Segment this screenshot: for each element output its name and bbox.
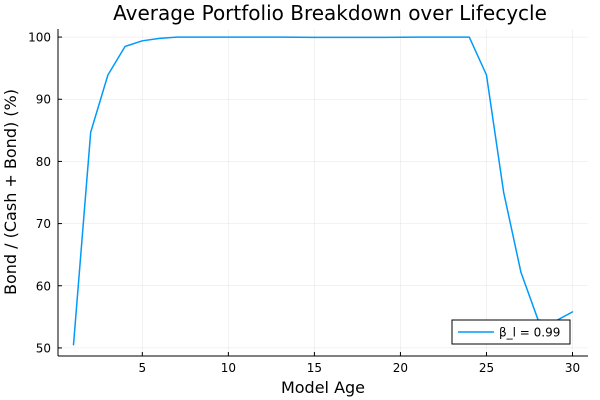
series-layer — [72, 36, 574, 346]
x-tick-label: 25 — [479, 361, 494, 375]
axes-layer — [57, 29, 588, 357]
x-tick-label: 30 — [565, 361, 580, 375]
legend-item-label: β_l = 0.99 — [499, 326, 560, 340]
chart-title: Average Portfolio Breakdown over Lifecyc… — [113, 1, 547, 25]
y-axis-label: Bond / (Cash + Bond) (%) — [1, 89, 20, 295]
x-tick-label: 20 — [393, 361, 408, 375]
legend: β_l = 0.99 — [451, 319, 571, 345]
y-tick-label: 100 — [28, 31, 51, 45]
y-tick-label: 60 — [36, 279, 51, 293]
y-tick-label: 50 — [36, 341, 51, 355]
x-axis-label: Model Age — [281, 378, 365, 397]
x-tick-label: 10 — [221, 361, 236, 375]
y-tick-label: 90 — [36, 93, 51, 107]
y-tick-label: 80 — [36, 155, 51, 169]
x-tick-label: 15 — [307, 361, 322, 375]
y-tick-label: 70 — [36, 217, 51, 231]
x-tick-label: 5 — [138, 361, 146, 375]
series-line-0 — [72, 36, 574, 346]
grid-layer — [58, 29, 588, 356]
tick-labels-layer: 5 10 15 20 25 30 50 60 70 80 90 100 — [28, 31, 580, 375]
